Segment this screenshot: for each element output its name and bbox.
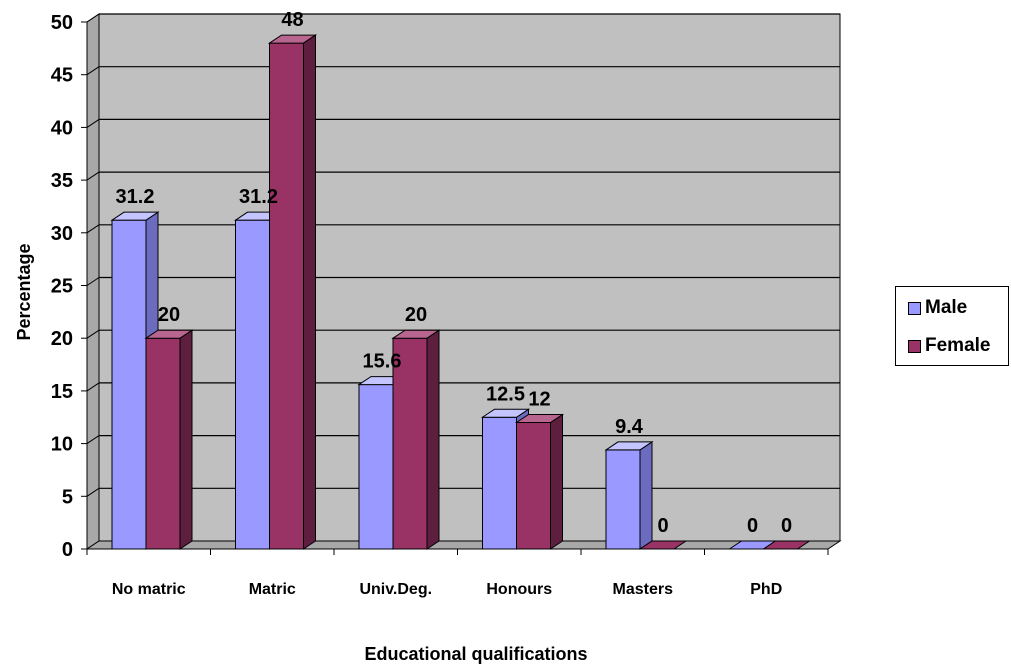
x-tick-label: Univ.Deg. xyxy=(359,581,432,598)
data-label: 12 xyxy=(528,389,550,411)
plot-area xyxy=(85,13,842,550)
bar-top xyxy=(638,540,688,550)
y-tick-label: 35 xyxy=(51,170,73,192)
x-tick-label: Masters xyxy=(613,581,674,598)
bar-front xyxy=(392,337,428,550)
x-tick-label: Honours xyxy=(486,581,552,598)
bar-top xyxy=(110,211,160,221)
legend-swatch-male xyxy=(908,301,921,315)
y-tick-label: 40 xyxy=(51,117,73,139)
data-label: 0 xyxy=(657,515,668,537)
bar-top xyxy=(761,540,812,550)
legend-swatch-female xyxy=(908,339,921,353)
bar-front xyxy=(358,384,394,550)
bar-side xyxy=(303,34,316,550)
gridline-side xyxy=(86,13,100,23)
bar-top xyxy=(514,414,565,424)
y-tick-label: 20 xyxy=(51,328,73,350)
y-tick-label: 50 xyxy=(51,12,73,34)
data-label: 9.4 xyxy=(615,416,644,438)
bar-female-3 xyxy=(514,413,565,550)
y-tick-labels: 0 5 10 15 20 25 30 35 40 45 50 xyxy=(51,12,73,561)
bar-top xyxy=(391,329,441,339)
data-labels: 31.2 20 31.2 48 15.6 20 12.5 12 9.4 0 0 0 xyxy=(116,9,793,537)
bar-female-2 xyxy=(391,329,441,550)
bar-front xyxy=(235,219,270,550)
data-label: 48 xyxy=(281,9,303,31)
bar-side xyxy=(639,440,653,550)
y-tick-label: 45 xyxy=(51,65,73,87)
data-label: 0 xyxy=(747,515,758,537)
gridlines xyxy=(86,13,840,497)
y-tick-label: 5 xyxy=(62,486,73,508)
x-tick-label: No matric xyxy=(112,581,186,598)
gridline-side xyxy=(86,435,100,445)
bar-top xyxy=(267,34,318,44)
data-label: 31.2 xyxy=(239,186,278,208)
data-label: 0 xyxy=(781,515,792,537)
data-label: 20 xyxy=(405,304,427,326)
gridline-side xyxy=(86,224,100,234)
x-axis-title: Educational qualifications xyxy=(364,644,587,664)
legend: Male Female xyxy=(895,286,1009,366)
x-tick-label: PhD xyxy=(750,581,782,598)
gridline-side xyxy=(86,277,100,286)
bar-side xyxy=(426,329,440,550)
y-tick-label: 10 xyxy=(51,434,73,456)
bar-top xyxy=(480,408,531,418)
data-label: 20 xyxy=(158,304,180,326)
bar-female-4 xyxy=(638,540,688,550)
bar-front xyxy=(145,337,181,550)
bar-top xyxy=(604,441,654,451)
gridline-side xyxy=(86,382,100,392)
gridline-side xyxy=(86,66,100,76)
bar-female-1 xyxy=(267,34,318,550)
y-tick-label: 25 xyxy=(51,276,73,298)
legend-item-female: Female xyxy=(908,335,990,357)
bar-female-5 xyxy=(761,540,812,550)
legend-item-male: Male xyxy=(908,297,967,319)
data-label: 12.5 xyxy=(486,383,525,405)
x-tick-label: Matric xyxy=(249,581,296,598)
bar-front xyxy=(516,422,551,550)
bar-front xyxy=(605,449,641,550)
y-axis-title: Percentage xyxy=(14,243,34,340)
data-label: 15.6 xyxy=(363,351,402,373)
bar-female-0 xyxy=(144,329,194,550)
bar-front xyxy=(482,416,517,550)
bars xyxy=(110,34,812,550)
y-tick-label: 30 xyxy=(51,223,73,245)
gridline-side xyxy=(86,118,100,128)
gridline-side xyxy=(86,329,100,339)
bar-male-4 xyxy=(604,440,654,550)
gridline-side xyxy=(86,487,100,497)
legend-label-female: Female xyxy=(925,335,991,356)
bar-top xyxy=(144,329,194,339)
y-tick-label: 0 xyxy=(62,539,73,561)
gridline-side xyxy=(86,171,100,181)
bar-side xyxy=(550,413,563,550)
data-label: 31.2 xyxy=(116,186,155,208)
x-tick-labels: No matric Matric Univ.Deg. Honours Masters Ph… xyxy=(112,581,782,598)
bar-front xyxy=(269,42,304,550)
y-tick-label: 15 xyxy=(51,381,73,403)
axes xyxy=(81,21,829,555)
floor xyxy=(85,540,842,550)
bar-side xyxy=(179,329,193,550)
bar-front xyxy=(111,219,147,550)
legend-label-male: Male xyxy=(925,297,968,318)
